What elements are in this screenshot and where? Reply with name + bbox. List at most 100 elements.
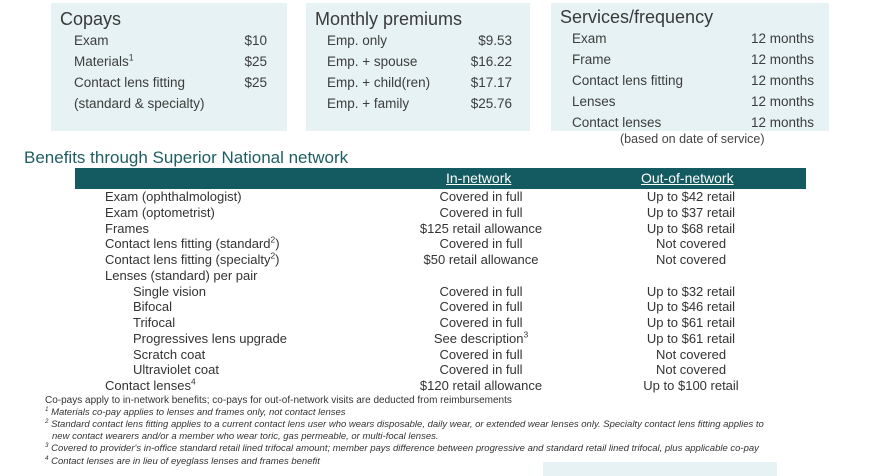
premium-label: Emp. only [327,33,388,48]
footnote-number: 4 [45,454,49,462]
in-network-value: Covered in full [381,299,581,315]
benefit-row: Exam (optometrist) Covered in full Up to $… [0,205,870,221]
footnote-text: Standard contact lens fitting applies to… [51,419,764,430]
benefit-label-suffix: ) [275,236,280,252]
out-of-network-value: Up to $100 retail [643,378,739,393]
footnote-4: 4 Contact lenses are in lieu of eyeglass… [45,454,320,467]
in-network-text: $120 retail allowance [419,378,543,393]
premium-row: Emp. + spouse $16.22 [327,54,512,69]
benefit-label-text: Exam (optometrist) [105,204,215,220]
next-panel-edge [543,462,777,476]
benefit-row: Contact lenses4 $120 retail allowance Up t… [0,376,870,394]
in-network-value: Covered in full [381,284,581,300]
in-network-value: Covered in full [381,347,581,363]
footnote-2: 2 Standard contact lens fitting applies … [45,417,764,430]
out-of-network-value: Not covered [655,346,727,362]
copay-row: Contact lens fitting $25 [74,75,267,90]
benefit-label: Progressives lens upgrade [133,331,287,347]
premium-label: Emp. + spouse [327,54,418,69]
benefit-row: Ultraviolet coat Covered in full Not cover… [0,362,870,378]
in-network-text: Covered in full [439,236,523,252]
benefit-label-text: Bifocal [133,299,173,315]
copay-label: Exam [74,33,109,48]
out-of-network-value: Up to $37 retail [646,204,736,220]
service-label: Frame [572,52,612,67]
benefit-row: Bifocal Covered in full Up to $46 retail [0,299,870,315]
benefits-header-bar: In-network Out-of-network [75,168,806,189]
copays-title: Copays [60,9,122,29]
service-label: Lenses [572,94,616,109]
benefit-row: Scratch coat Covered in full Not covered [0,347,870,363]
benefit-label: Lenses (standard) per pair [105,268,257,284]
benefit-label: Contact lens fitting (standard2) [105,236,280,252]
footnote-1: 1 Materials co-pay applies to lenses and… [45,405,346,418]
benefit-label: Single vision [133,284,206,300]
benefit-label-text: Trifocal [133,315,176,330]
in-network-text: See description [433,330,524,346]
footnote-2-cont: new contact wearers and/or a member who … [52,431,439,442]
out-of-network-value: Not covered [655,236,727,252]
footnote-text: Covered to provider's in-office standard… [51,443,759,454]
benefit-row: Exam (ophthalmologist) Covered in full Up … [0,189,870,205]
footnote-ref: 3 [523,329,529,340]
benefit-row: Single vision Covered in full Up to $32 re… [0,284,870,300]
benefit-label: Contact lens fitting (specialty2) [105,250,280,268]
in-network-text: Covered in full [439,204,523,220]
service-value: 12 months [750,115,814,130]
benefit-label: Contact lenses4 [105,376,196,394]
out-of-network-value: Up to $32 retail [646,283,736,299]
in-network-text: Covered in full [439,362,523,378]
benefit-label: Scratch coat [133,347,205,363]
in-network-value: $50 retail allowance [381,252,581,268]
premium-value: $17.17 [470,75,512,90]
benefit-label: Exam (ophthalmologist) [105,189,242,205]
footnote-ref: 2 [270,250,276,261]
out-of-network-value: Not covered [655,252,727,267]
benefit-label-text: Ultraviolet coat [133,362,219,378]
out-of-network-header: Out-of-network [641,170,734,186]
benefits-title: Benefits through Superior National netwo… [24,148,349,167]
in-network-value: $125 retail allowance [381,221,581,237]
copay-value: $10 [244,33,267,48]
in-network-text: Covered in full [439,346,523,362]
premium-value: $9.53 [478,33,512,48]
benefit-row: Contact lens fitting (specialty2) $50 ret… [0,250,870,268]
service-label: Contact lenses [572,115,662,130]
copay-label: (standard & specialty) [74,96,205,111]
footnote-text: Materials co-pay applies to lenses and f… [51,407,346,418]
benefit-label: Frames [105,221,149,237]
benefit-label-suffix: ) [275,252,280,267]
footnote-number: 3 [45,441,49,449]
benefit-row: Progressives lens upgrade See description… [0,329,870,347]
premium-row: Emp. only $9.53 [327,33,512,48]
benefit-label-text: Scratch coat [133,346,206,362]
premium-label: Emp. + family [327,96,410,111]
benefit-label-text: Exam (ophthalmologist) [105,189,242,204]
footnote-ref: 1 [128,52,134,63]
benefit-label-text: Contact lens fitting (standard [105,236,271,252]
service-label: Exam [572,31,607,46]
benefit-label: Exam (optometrist) [105,205,215,221]
in-network-header: In-network [446,170,512,186]
in-network-value: $120 retail allowance [381,378,581,394]
in-network-value: Covered in full [381,236,581,252]
benefit-label-text: Contact lens fitting (specialty [105,252,271,267]
benefit-row: Trifocal Covered in full Up to $61 retail [0,315,870,331]
copay-row: Materials1 $25 [74,52,267,69]
service-value: 12 months [750,31,814,46]
footnote-ref: 4 [191,376,196,387]
footnote-number: 1 [45,405,49,413]
in-network-value: Covered in full [381,189,581,205]
in-network-value: See description3 [381,329,581,347]
service-row: Contact lenses 12 months [572,115,814,130]
copay-label: Materials [74,54,129,69]
out-of-network-value: Up to $46 retail [646,299,736,315]
service-row: Frame 12 months [572,52,814,67]
in-network-text: Covered in full [439,189,523,204]
benefit-row: Frames $125 retail allowance Up to $68 ret… [0,221,870,237]
footnote-number: 2 [45,417,49,425]
benefit-label-text: Lenses (standard) per pair [105,267,258,283]
service-label: Contact lens fitting [572,73,684,88]
copay-row: (standard & specialty) [74,96,267,111]
copay-value: $25 [244,75,267,90]
